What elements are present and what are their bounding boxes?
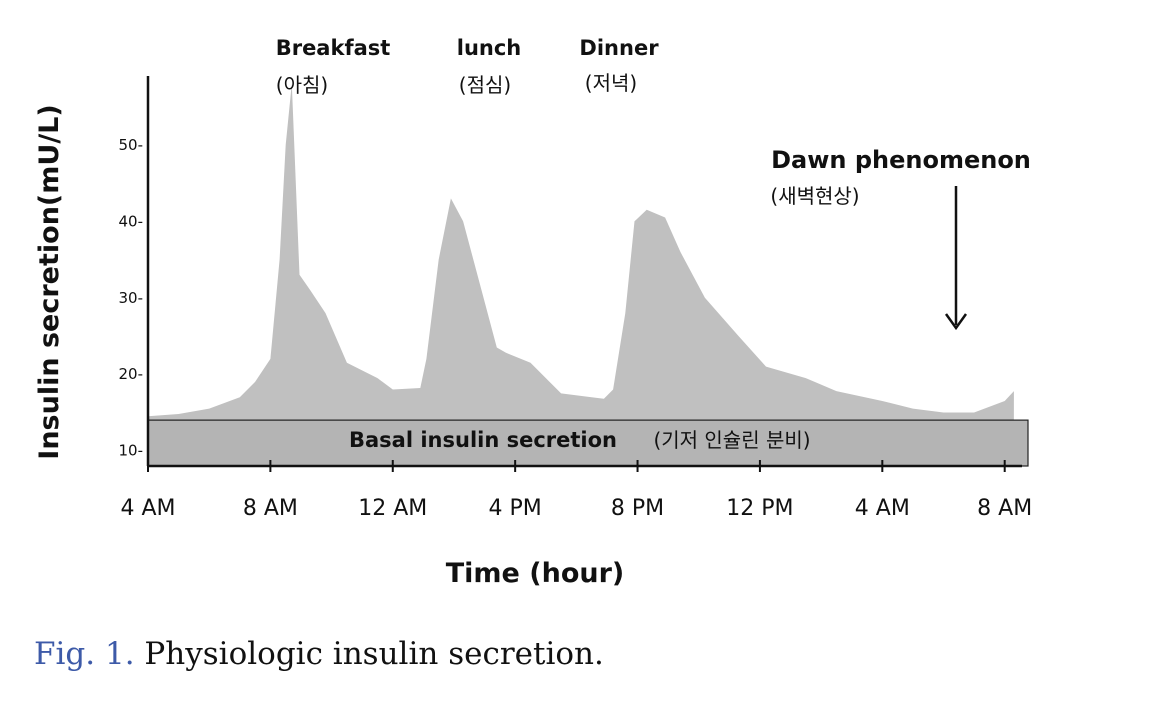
y-tick-label: 40- bbox=[119, 212, 144, 230]
basal-secretion-label-ko: (기저 인슐린 분비) bbox=[653, 428, 810, 452]
y-tick-label: 20- bbox=[119, 365, 144, 383]
y-tick-label: 10- bbox=[119, 442, 144, 460]
y-tick-label: 50- bbox=[119, 136, 144, 154]
x-tick-label: 4 PM bbox=[489, 496, 542, 521]
chart-area-layer bbox=[147, 83, 1029, 467]
dinner-label-ko: (저녁) bbox=[585, 71, 637, 95]
figure-caption: Fig. 1. Physiologic insulin secretion. bbox=[34, 636, 604, 672]
dawn-phenomenon-label: Dawn phenomenon bbox=[771, 146, 1031, 174]
x-tick-label: 8 AM bbox=[243, 496, 298, 521]
breakfast-label-ko: (아침) bbox=[276, 73, 328, 97]
lunch-label-ko: (점심) bbox=[459, 73, 511, 97]
insulin-secretion-chart: 10- 20- 30- 40- 50- 4 AM 8 AM 12 AM 4 PM 8 PM 12 … bbox=[34, 36, 1032, 589]
figure-caption-label: Fig. 1. bbox=[34, 636, 135, 672]
x-tick-label: 12 PM bbox=[726, 496, 793, 521]
chart-axis-layer bbox=[146, 76, 1022, 468]
lunch-label: lunch bbox=[457, 36, 522, 60]
x-tick-label: 4 AM bbox=[120, 496, 175, 521]
figure-caption-text: Physiologic insulin secretion. bbox=[144, 636, 604, 672]
x-tick-label: 4 AM bbox=[855, 496, 910, 521]
x-tick-labels: 4 AM 8 AM 12 AM 4 PM 8 PM 12 PM 4 AM 8 AM bbox=[120, 460, 1032, 521]
x-tick-label: 12 AM bbox=[358, 496, 427, 521]
dawn-arrow-head bbox=[944, 313, 968, 331]
x-tick-label: 8 PM bbox=[611, 496, 664, 521]
breakfast-label: Breakfast bbox=[276, 36, 391, 60]
y-tick-label: 30- bbox=[119, 289, 144, 307]
dawn-phenomenon-label-ko: (새벽현상) bbox=[770, 184, 859, 208]
y-axis-title: Insulin secretion(mU/L) bbox=[34, 104, 65, 459]
x-tick-label: 8 AM bbox=[977, 496, 1032, 521]
basal-secretion-label: Basal insulin secretion bbox=[349, 428, 617, 452]
basal-secretion-band bbox=[147, 419, 1029, 467]
dinner-label: Dinner bbox=[579, 36, 659, 60]
insulin-curve-area bbox=[148, 83, 1014, 421]
y-tick-labels: 10- 20- 30- 40- 50- bbox=[119, 136, 144, 460]
x-axis-title: Time (hour) bbox=[446, 558, 625, 589]
